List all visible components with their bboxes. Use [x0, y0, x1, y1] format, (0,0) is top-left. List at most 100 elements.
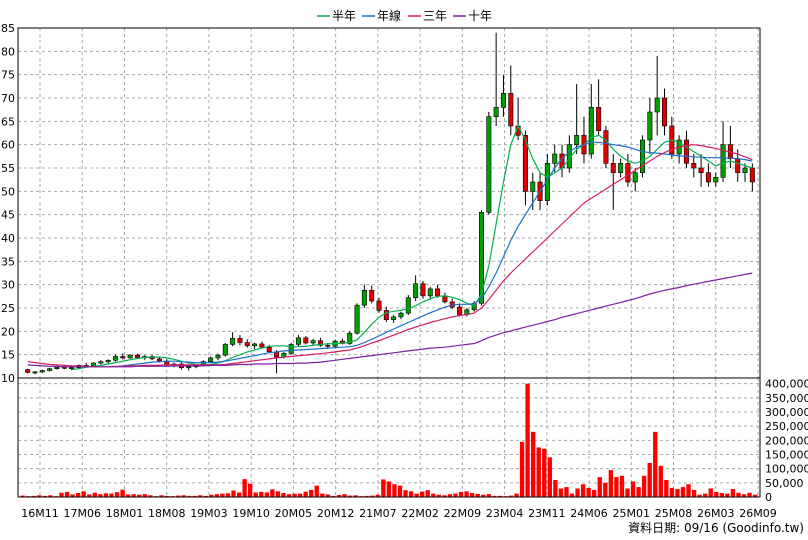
volume-bar [314, 485, 319, 497]
volume-tick-label: 50,000 [765, 477, 804, 490]
x-tick-label: 22M02 [401, 507, 439, 520]
volume-bar [486, 494, 491, 497]
candle-body [618, 163, 624, 173]
candle-body [120, 356, 126, 359]
candle-body [266, 346, 272, 353]
volume-bar [297, 493, 303, 497]
candle-body [427, 288, 433, 297]
price-tick-label: 80 [1, 45, 15, 58]
x-tick-label: 24M06 [570, 507, 608, 520]
price-tick-label: 40 [1, 232, 15, 245]
volume-bar [270, 489, 275, 497]
volume-bars [20, 383, 758, 497]
candle-body [310, 340, 316, 344]
volume-bar [131, 494, 136, 497]
volume-bar [525, 383, 530, 497]
candle-body [647, 111, 653, 141]
volume-tick-label: 300,000 [765, 406, 808, 419]
volume-bar [42, 495, 48, 497]
volume-bar [469, 493, 475, 497]
price-tick-label: 10 [1, 372, 15, 385]
volume-bar [31, 495, 36, 497]
volume-bar [48, 495, 53, 497]
price-tick-label: 15 [1, 349, 15, 362]
volume-tick-label: 150,000 [765, 449, 808, 462]
volume-bar [630, 481, 636, 497]
candle-body [54, 366, 60, 369]
candle-body [588, 107, 594, 155]
x-tick-label: 23M04 [486, 507, 524, 520]
volume-bar [392, 484, 397, 497]
ma-line [115, 141, 753, 368]
x-tick-label: 22M09 [444, 507, 482, 520]
ma-line [27, 272, 753, 368]
volume-bar [636, 487, 641, 497]
volume-bar [708, 488, 713, 497]
volume-bar [453, 493, 458, 497]
volume-bar [242, 479, 247, 497]
volume-bar [292, 493, 297, 497]
candle-body [317, 340, 323, 346]
candle-body [596, 107, 602, 131]
volume-bar [353, 495, 358, 497]
x-tick-label: 23M11 [528, 507, 566, 520]
volume-bar [336, 495, 342, 497]
price-tick-label: 30 [1, 279, 15, 292]
volume-bar [236, 492, 242, 497]
candle-body [32, 371, 38, 374]
volume-bar [592, 489, 597, 497]
candle-body [383, 310, 389, 320]
volume-bar [381, 479, 386, 497]
candle-body [486, 116, 492, 213]
volume-bar [342, 494, 347, 497]
candle-body [713, 177, 719, 183]
volume-bar [741, 494, 747, 497]
volume-bar [519, 441, 525, 497]
price-tick-label: 35 [1, 255, 15, 268]
volume-bar [125, 494, 131, 497]
candle-body [662, 97, 667, 127]
candle-body [544, 163, 550, 201]
candle-body [552, 153, 558, 164]
candle-body [39, 370, 45, 373]
volume-bar [148, 495, 153, 497]
volume-bar [164, 495, 170, 497]
price-tick-label: 70 [1, 92, 15, 105]
x-tick-label: 16M11 [21, 507, 59, 520]
volume-bar [248, 483, 253, 497]
volume-tick-label: 250,000 [765, 420, 808, 433]
volume-bar [303, 491, 308, 497]
volume-bar [181, 495, 186, 497]
volume-bar [736, 492, 741, 497]
volume-bar [198, 495, 203, 497]
volume-bar [225, 493, 231, 497]
candle-body [625, 163, 631, 183]
volume-bar [691, 489, 697, 497]
candle-body [215, 354, 221, 359]
candle-body [47, 368, 53, 371]
candle-body [91, 362, 97, 367]
x-tick-label: 19M03 [190, 507, 228, 520]
candle-body [325, 345, 331, 347]
volume-bar [414, 493, 419, 497]
legend: 半年 年線 三年 十年 [317, 8, 492, 23]
candle-body [98, 361, 104, 364]
candle-body [391, 316, 397, 320]
candle-body [230, 338, 236, 345]
volume-bar [475, 493, 480, 497]
volume-bar [103, 493, 109, 497]
volume-bar [37, 495, 42, 497]
volume-bar [569, 493, 575, 497]
candle-body [508, 93, 514, 127]
volume-bar [192, 495, 197, 497]
volume-bar [259, 491, 264, 497]
volume-tick-label: 0 [765, 491, 772, 504]
volume-bar [647, 463, 652, 497]
volume-bar [442, 495, 447, 497]
candle-body [361, 289, 367, 306]
volume-bar [497, 495, 503, 497]
volume-bar [286, 494, 292, 497]
volume-bar [75, 493, 81, 497]
